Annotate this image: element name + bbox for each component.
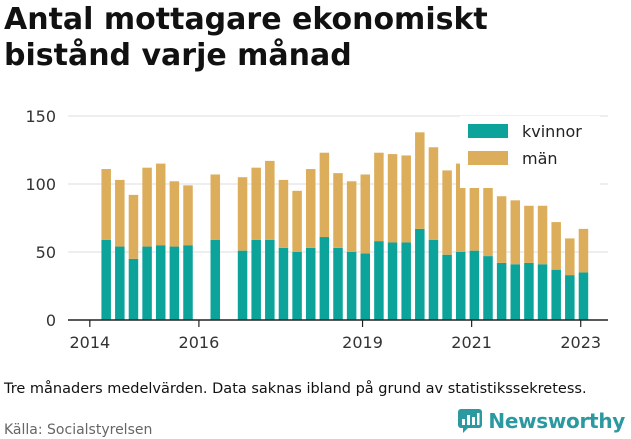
bar-män bbox=[101, 169, 111, 240]
bar-kvinnor bbox=[360, 253, 371, 320]
legend-swatch-män bbox=[468, 151, 508, 165]
bar-kvinnor bbox=[537, 264, 548, 320]
bar-kvinnor bbox=[578, 272, 589, 320]
bar-kvinnor bbox=[415, 228, 425, 320]
bar-män bbox=[578, 228, 589, 273]
bar-män bbox=[415, 132, 425, 229]
x-tick-label: 2019 bbox=[342, 333, 383, 352]
legend-swatch-kvinnor bbox=[468, 124, 508, 138]
newsworthy-logo[interactable]: Newsworthy bbox=[457, 408, 625, 434]
source-text: Källa: Socialstyrelsen bbox=[4, 422, 153, 438]
bar-kvinnor bbox=[169, 246, 180, 320]
bar-män bbox=[155, 163, 166, 246]
y-tick-label: 0 bbox=[46, 311, 56, 330]
y-tick-label: 100 bbox=[25, 175, 56, 194]
bar-män bbox=[210, 174, 221, 240]
bar-män bbox=[387, 154, 398, 243]
bar-män bbox=[510, 200, 521, 265]
y-tick-label: 150 bbox=[25, 107, 56, 126]
bar-kvinnor bbox=[278, 247, 289, 320]
bar-kvinnor bbox=[469, 250, 480, 320]
bar-män bbox=[305, 169, 316, 248]
legend-label-män: män bbox=[522, 149, 558, 168]
bar-män bbox=[469, 171, 480, 251]
bar-män bbox=[537, 205, 548, 265]
bar-kvinnor bbox=[251, 239, 261, 320]
x-tick-label: 2021 bbox=[451, 333, 492, 352]
bar-kvinnor bbox=[346, 252, 357, 320]
chart-note: Tre månaders medelvärden. Data saknas ib… bbox=[4, 381, 587, 397]
bar-kvinnor bbox=[292, 252, 302, 320]
bar-kvinnor bbox=[142, 246, 152, 320]
x-tick-label: 2014 bbox=[69, 333, 110, 352]
bar-kvinnor bbox=[115, 246, 125, 320]
bar-kvinnor bbox=[101, 239, 111, 320]
stacked-bar-chart: 0 50 100 150 2014 2016 2019 2021 2023 kvinnor män bbox=[25, 107, 608, 352]
bar-kvinnor bbox=[510, 264, 521, 320]
bar-kvinnor bbox=[183, 245, 193, 320]
bar-kvinnor bbox=[305, 247, 316, 320]
bar-män bbox=[360, 174, 371, 254]
bar-män bbox=[483, 186, 493, 257]
bar-män bbox=[455, 163, 466, 252]
bar-män bbox=[265, 160, 275, 240]
bar-kvinnor bbox=[496, 262, 507, 320]
bar-kvinnor bbox=[455, 252, 466, 320]
bar-män bbox=[374, 152, 384, 242]
bar-kvinnor bbox=[387, 242, 398, 320]
bar-män bbox=[346, 181, 357, 252]
bar-kvinnor bbox=[442, 254, 452, 320]
chart-title: Antal mottagare ekonomiskt bistånd varje… bbox=[4, 2, 488, 73]
bar-män bbox=[251, 167, 261, 240]
bar-män bbox=[496, 196, 507, 263]
bar-män bbox=[169, 181, 180, 247]
bar-kvinnor bbox=[319, 237, 330, 320]
bar-kvinnor bbox=[155, 245, 166, 320]
bar-kvinnor bbox=[483, 256, 493, 320]
bar-män bbox=[442, 170, 452, 255]
bar-män bbox=[333, 173, 343, 248]
bar-män bbox=[128, 194, 139, 259]
x-tick-label: 2023 bbox=[560, 333, 601, 352]
bar-chart-icon bbox=[458, 409, 483, 433]
bar-män bbox=[115, 179, 125, 247]
brand-name: Newsworthy bbox=[488, 409, 625, 433]
bar-män bbox=[292, 190, 302, 252]
bar-kvinnor bbox=[401, 242, 411, 320]
bar-kvinnor bbox=[128, 258, 139, 320]
bar-män bbox=[401, 155, 411, 243]
y-tick-label: 50 bbox=[36, 243, 56, 262]
bar-kvinnor bbox=[237, 250, 248, 320]
bar-kvinnor bbox=[374, 241, 384, 320]
bar-män bbox=[428, 147, 439, 240]
bar-män bbox=[565, 238, 575, 276]
bar-kvinnor bbox=[210, 239, 221, 320]
bar-män bbox=[183, 185, 193, 246]
bar-kvinnor bbox=[265, 239, 275, 320]
bar-män bbox=[237, 177, 248, 251]
x-tick-label: 2016 bbox=[179, 333, 220, 352]
bar-kvinnor bbox=[524, 262, 534, 320]
bar-män bbox=[551, 222, 561, 270]
bar-män bbox=[524, 205, 534, 263]
bar-män bbox=[142, 167, 152, 247]
bar-män bbox=[319, 152, 330, 238]
bar-kvinnor bbox=[551, 269, 561, 320]
bar-män bbox=[278, 179, 289, 248]
legend-label-kvinnor: kvinnor bbox=[522, 122, 582, 141]
bar-kvinnor bbox=[565, 275, 575, 320]
bar-kvinnor bbox=[428, 239, 439, 320]
bar-kvinnor bbox=[333, 247, 343, 320]
